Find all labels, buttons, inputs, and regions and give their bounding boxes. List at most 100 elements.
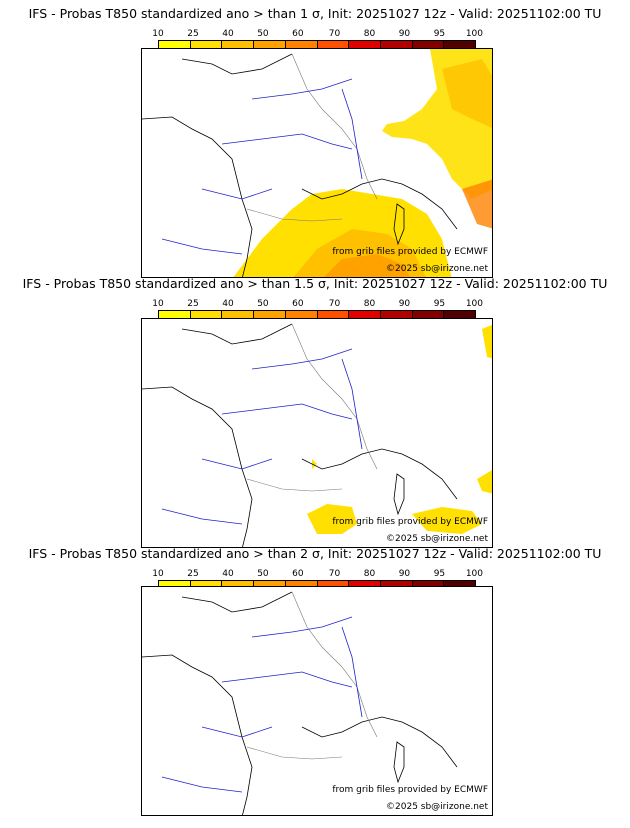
colorbar-swatch bbox=[380, 41, 413, 48]
probability-area bbox=[482, 324, 492, 359]
coastline bbox=[301, 178, 458, 230]
colorbar-tick: 10 bbox=[152, 299, 164, 309]
river bbox=[161, 508, 243, 525]
colorbar-tick: 95 bbox=[433, 299, 446, 309]
colorbar-swatch bbox=[159, 581, 191, 588]
colorbar-tick: 60 bbox=[292, 299, 304, 309]
colorbar-tick: 40 bbox=[222, 29, 234, 39]
colorbar-swatch bbox=[222, 581, 255, 588]
colorbar-swatch bbox=[254, 581, 286, 588]
border bbox=[291, 591, 378, 738]
colorbar-tick: 90 bbox=[398, 29, 411, 39]
colorbar-tick: 10 bbox=[152, 29, 164, 39]
colorbar-swatch bbox=[380, 581, 413, 588]
border bbox=[246, 208, 343, 222]
colorbar-tick: 95 bbox=[433, 29, 446, 39]
colorbar-tick: 70 bbox=[328, 299, 341, 309]
source-credit: from grib files provided by ECMWF bbox=[332, 785, 488, 795]
colorbar-swatch bbox=[444, 581, 476, 588]
river bbox=[341, 88, 363, 180]
colorbar-tick: 80 bbox=[363, 29, 376, 39]
colorbar-swatch bbox=[317, 41, 350, 48]
map-area: from grib files provided by ECMWF ©2025 … bbox=[141, 48, 493, 278]
copyright-credit: ©2025 sb@irizone.net bbox=[386, 264, 488, 274]
river bbox=[341, 626, 363, 718]
border bbox=[246, 478, 343, 492]
map-panel-1: IFS - Probas T850 standardized ano > tha… bbox=[0, 6, 630, 278]
map-panel-3: IFS - Probas T850 standardized ano > tha… bbox=[0, 546, 630, 816]
probability-area bbox=[412, 507, 482, 534]
colorbar-tick: 40 bbox=[222, 569, 234, 579]
probability-area bbox=[324, 254, 411, 277]
colorbar-swatch bbox=[159, 41, 191, 48]
coastline bbox=[393, 203, 405, 246]
colorbar-tick: 25 bbox=[187, 29, 199, 39]
colorbar-swatch bbox=[444, 41, 476, 48]
copyright-credit: ©2025 sb@irizone.net bbox=[386, 802, 488, 812]
colorbar-swatch bbox=[254, 311, 286, 318]
probability-area bbox=[462, 179, 492, 229]
colorbar-swatch bbox=[285, 311, 318, 318]
colorbar-tick: 50 bbox=[257, 569, 269, 579]
coastline bbox=[181, 591, 293, 613]
colorbar-swatch bbox=[412, 581, 445, 588]
colorbar-labels: 10 25 40 50 60 70 80 90 95 100 bbox=[152, 299, 483, 309]
colorbar-swatch bbox=[317, 311, 350, 318]
river bbox=[201, 458, 273, 470]
coastline bbox=[181, 53, 293, 75]
coastline bbox=[142, 386, 253, 547]
map-canvas bbox=[142, 49, 492, 277]
colorbar-tick: 25 bbox=[187, 299, 199, 309]
colorbar-tick: 90 bbox=[398, 569, 411, 579]
colorbar-tick: 40 bbox=[222, 299, 234, 309]
border bbox=[291, 53, 378, 200]
border bbox=[291, 323, 378, 470]
river bbox=[341, 358, 363, 450]
map-area: from grib files provided by ECMWF ©2025 … bbox=[141, 586, 493, 816]
panel-title: IFS - Probas T850 standardized ano > tha… bbox=[28, 546, 602, 561]
river bbox=[221, 403, 353, 420]
river bbox=[161, 238, 243, 255]
colorbar-tick: 50 bbox=[257, 29, 269, 39]
colorbar-tick: 70 bbox=[328, 29, 341, 39]
colorbar-tick: 100 bbox=[465, 299, 483, 309]
colorbar-swatch bbox=[159, 311, 191, 318]
probability-area bbox=[442, 59, 492, 129]
coastline bbox=[301, 716, 458, 768]
colorbar-swatch bbox=[222, 41, 255, 48]
colorbar-swatch bbox=[412, 311, 445, 318]
coastline bbox=[181, 323, 293, 345]
colorbar-tick: 60 bbox=[292, 569, 304, 579]
colorbar-swatch bbox=[349, 311, 381, 318]
colorbar-swatch bbox=[444, 311, 476, 318]
river bbox=[201, 726, 273, 738]
colorbar-swatch bbox=[190, 581, 223, 588]
colorbar-tick: 80 bbox=[363, 299, 376, 309]
colorbar-swatch bbox=[285, 581, 318, 588]
border bbox=[246, 746, 343, 760]
river bbox=[161, 776, 243, 793]
colorbar-tick: 60 bbox=[292, 29, 304, 39]
river bbox=[201, 188, 273, 200]
colorbar-swatch bbox=[317, 581, 350, 588]
colorbar-tick: 50 bbox=[257, 299, 269, 309]
coastline bbox=[142, 654, 253, 815]
map-canvas bbox=[142, 323, 492, 547]
colorbar-swatch bbox=[222, 311, 255, 318]
river bbox=[251, 616, 353, 638]
colorbar-swatch bbox=[349, 41, 381, 48]
colorbar-tick: 70 bbox=[328, 569, 341, 579]
probability-area bbox=[477, 470, 492, 494]
colorbar-tick: 80 bbox=[363, 569, 376, 579]
colorbar-swatch bbox=[190, 41, 223, 48]
colorbar-tick: 100 bbox=[465, 29, 483, 39]
colorbar-tick: 10 bbox=[152, 569, 164, 579]
colorbar-swatch bbox=[285, 41, 318, 48]
map-area: from grib files provided by ECMWF ©2025 … bbox=[141, 318, 493, 548]
river bbox=[251, 78, 353, 100]
river bbox=[221, 133, 353, 150]
source-credit: from grib files provided by ECMWF bbox=[332, 247, 488, 257]
colorbar-tick: 95 bbox=[433, 569, 446, 579]
map-panel-2: IFS - Probas T850 standardized ano > tha… bbox=[0, 276, 630, 548]
source-credit: from grib files provided by ECMWF bbox=[332, 517, 488, 527]
